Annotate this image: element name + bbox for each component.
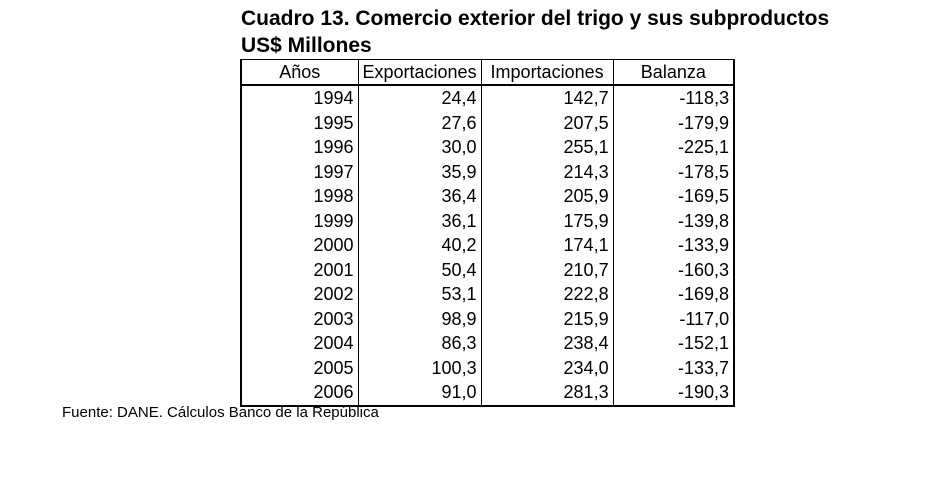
table-cell: 98,9 — [357, 306, 482, 331]
table-row: 1998 36,4 205,9 -169,5 — [240, 184, 736, 209]
table-cell: 35,9 — [357, 159, 482, 184]
table-cell: 27,6 — [357, 110, 482, 135]
table-cell: 1996 — [240, 135, 359, 160]
header-cell: Balanza — [612, 59, 736, 86]
source-note: Fuente: DANE. Cálculos Banco de la Repúb… — [62, 404, 379, 421]
table-cell: 222,8 — [480, 282, 614, 307]
table-row: 1997 35,9 214,3 -178,5 — [240, 159, 736, 184]
table-cell: 86,3 — [357, 331, 482, 356]
table-cell: 1994 — [240, 85, 359, 111]
table-cell: 53,1 — [357, 282, 482, 307]
table-row: 2004 86,3 238,4 -152,1 — [240, 331, 736, 356]
table-subtitle: US$ Millones — [241, 34, 372, 57]
table-cell: -152,1 — [612, 331, 736, 356]
table-cell: 2000 — [240, 233, 359, 258]
table-row: 2002 53,1 222,8 -169,8 — [240, 282, 736, 307]
trade-table: Años Exportaciones Importaciones Balanza… — [240, 59, 736, 407]
table-cell: -118,3 — [612, 85, 736, 111]
table-cell: 214,3 — [480, 159, 614, 184]
table-cell: 50,4 — [357, 257, 482, 282]
table-cell: 2003 — [240, 306, 359, 331]
table-row: 1999 36,1 175,9 -139,8 — [240, 208, 736, 233]
table-cell: -169,5 — [612, 184, 736, 209]
table-row: 1994 24,4 142,7 -118,3 — [240, 85, 736, 111]
table-cell: 36,4 — [357, 184, 482, 209]
table-cell: 1997 — [240, 159, 359, 184]
header-cell: Años — [240, 59, 359, 86]
table-cell: 1995 — [240, 110, 359, 135]
table-cell: 2002 — [240, 282, 359, 307]
table-row: 2003 98,9 215,9 -117,0 — [240, 306, 736, 331]
table-cell: -133,9 — [612, 233, 736, 258]
table-cell: 30,0 — [357, 135, 482, 160]
table-cell: 175,9 — [480, 208, 614, 233]
table-cell: -160,3 — [612, 257, 736, 282]
header-cell: Importaciones — [480, 59, 614, 86]
table-cell: 210,7 — [480, 257, 614, 282]
table-body: 1994 24,4 142,7 -118,3 1995 27,6 207,5 -179,9 19… — [240, 85, 736, 407]
table-cell: -179,9 — [612, 110, 736, 135]
table-row: 1996 30,0 255,1 -225,1 — [240, 135, 736, 160]
table-cell: -169,8 — [612, 282, 736, 307]
table-cell: 142,7 — [480, 85, 614, 111]
table-title: Cuadro 13. Comercio exterior del trigo y… — [241, 7, 830, 30]
table-cell: 215,9 — [480, 306, 614, 331]
table-cell: 91,0 — [357, 380, 482, 407]
table-cell: 238,4 — [480, 331, 614, 356]
table-cell: -190,3 — [612, 380, 736, 407]
table-cell: -225,1 — [612, 135, 736, 160]
table-cell: -133,7 — [612, 355, 736, 380]
table-cell: -139,8 — [612, 208, 736, 233]
table-cell: 40,2 — [357, 233, 482, 258]
table-cell: 2005 — [240, 355, 359, 380]
header-cell: Exportaciones — [357, 59, 482, 86]
table-cell: 24,4 — [357, 85, 482, 111]
table-cell: 255,1 — [480, 135, 614, 160]
table-cell: 281,3 — [480, 380, 614, 407]
header-row: Años Exportaciones Importaciones Balanza — [240, 59, 736, 86]
table-row: 2000 40,2 174,1 -133,9 — [240, 233, 736, 258]
table-cell: 36,1 — [357, 208, 482, 233]
table-cell: 2006 — [240, 380, 359, 407]
table-row: 1995 27,6 207,5 -179,9 — [240, 110, 736, 135]
table-cell: 234,0 — [480, 355, 614, 380]
table-cell: 2001 — [240, 257, 359, 282]
table-cell: 1998 — [240, 184, 359, 209]
table-cell: 174,1 — [480, 233, 614, 258]
table-row: 2005 100,3 234,0 -133,7 — [240, 355, 736, 380]
table-cell: 100,3 — [357, 355, 482, 380]
table-row: 2006 91,0 281,3 -190,3 — [240, 380, 736, 407]
table-cell: 207,5 — [480, 110, 614, 135]
table-cell: -117,0 — [612, 306, 736, 331]
table-cell: 205,9 — [480, 184, 614, 209]
table-cell: 2004 — [240, 331, 359, 356]
table-cell: 1999 — [240, 208, 359, 233]
table-cell: -178,5 — [612, 159, 736, 184]
table-row: 2001 50,4 210,7 -160,3 — [240, 257, 736, 282]
